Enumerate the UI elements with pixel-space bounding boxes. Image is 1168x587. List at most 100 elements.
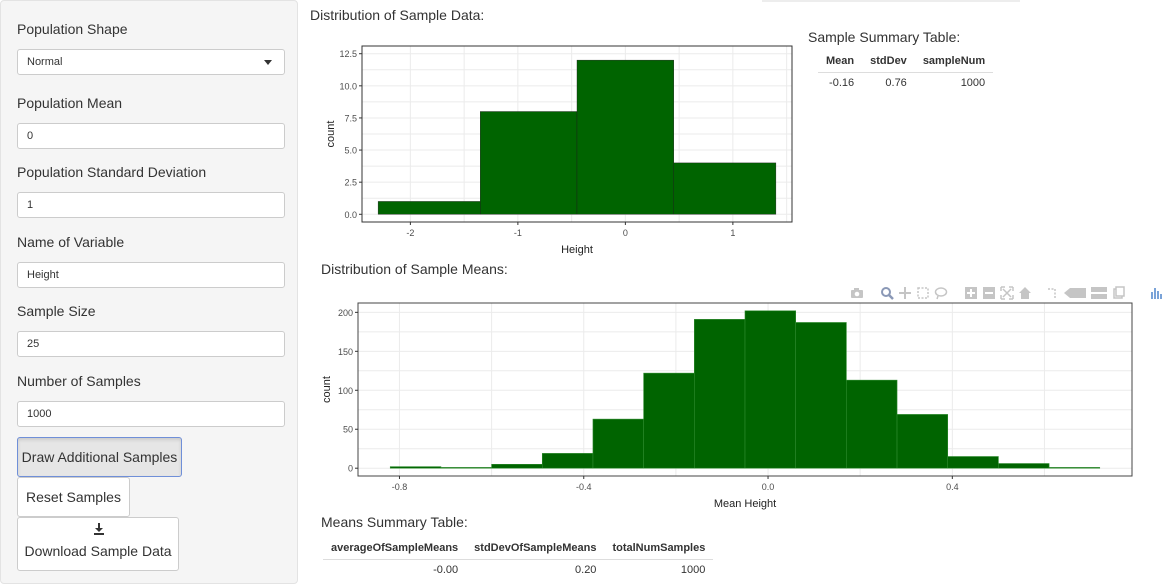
y-tick-label: 150: [338, 347, 353, 357]
histogram-bar: [744, 310, 796, 469]
lasso-icon[interactable]: [934, 286, 948, 300]
y-tick-label: 0.0: [344, 210, 357, 220]
reset-axes-icon[interactable]: [1018, 286, 1032, 300]
histogram-bar: [896, 414, 949, 469]
toggle-data-icon[interactable]: [1112, 286, 1126, 300]
histogram-bar: [440, 467, 492, 469]
histogram-bar: [947, 456, 999, 469]
x-axis-title: Height: [561, 244, 593, 256]
population-mean-label: Population Mean: [17, 95, 123, 111]
histogram-bar: [643, 372, 695, 469]
y-tick-label: 10.0: [339, 81, 357, 91]
table-header-row: Mean stdDev sampleNum: [818, 50, 994, 73]
population-mean-input[interactable]: 0: [17, 123, 285, 149]
box-select-icon[interactable]: [916, 286, 930, 300]
plotly-modebar: [850, 284, 1164, 302]
population-shape-value: Normal: [27, 56, 63, 68]
num-samples-label: Number of Samples: [17, 373, 141, 389]
table-cell: 1000: [960, 77, 986, 90]
y-tick-label: 5.0: [344, 146, 357, 156]
x-tick-label: 0.0: [762, 482, 775, 492]
table-cell: 0.76: [885, 77, 907, 90]
sample-summary-table: Mean stdDev sampleNum -0.16 0.76 1000: [818, 50, 994, 94]
y-axis-title: count: [321, 376, 333, 403]
x-axis-title: Mean Height: [714, 498, 776, 510]
histogram-bar: [998, 463, 1050, 469]
sample-size-input[interactable]: 25: [17, 331, 285, 357]
table-cell: -0.16: [829, 77, 855, 90]
sample-distribution-title: Distribution of Sample Data:: [310, 7, 485, 23]
population-shape-label: Population Shape: [17, 21, 128, 37]
download-sample-data-button[interactable]: Download Sample Data: [17, 517, 179, 571]
y-tick-label: 2.5: [344, 178, 357, 188]
histogram-bar: [846, 379, 898, 469]
histogram-bar: [491, 464, 543, 469]
download-button-label: Download Sample Data: [24, 543, 172, 559]
sample-means-histogram: 0 50 100 150 200 -0.8 -0.4 0.0 0.4 Mean Height cou…: [321, 302, 1133, 510]
y-tick-label: 7.5: [344, 113, 357, 123]
histogram-bar: [694, 319, 746, 469]
table-cell: -0.00: [433, 564, 459, 577]
population-shape-select[interactable]: Normal: [17, 49, 285, 75]
table-header-cell: Mean: [818, 50, 863, 73]
histogram-bar: [1048, 467, 1101, 469]
spike-lines-icon[interactable]: [1046, 286, 1060, 300]
hover-closest-icon[interactable]: [1064, 286, 1086, 300]
population-sd-input[interactable]: 1: [17, 192, 285, 218]
table-row: -0.16 0.76 1000: [818, 72, 993, 94]
table-cell: 0.20: [575, 564, 597, 577]
table-header-cell: sampleNum: [914, 50, 994, 73]
zoom-icon[interactable]: [880, 286, 894, 300]
histogram-bar: [541, 453, 594, 469]
histogram-bar: [592, 418, 644, 469]
histogram-bar: [389, 466, 442, 469]
table-header-cell: averageOfSampleMeans: [323, 537, 467, 560]
variable-name-label: Name of Variable: [17, 234, 125, 250]
y-tick-label: 50: [343, 425, 353, 435]
download-icon: [94, 523, 104, 535]
pan-icon[interactable]: [898, 286, 912, 300]
variable-name-input[interactable]: Height: [17, 262, 285, 288]
population-sd-label: Population Standard Deviation: [17, 164, 207, 180]
reset-samples-button[interactable]: Reset Samples: [17, 477, 130, 517]
histogram-bar: [480, 111, 578, 215]
means-summary-table: averageOfSampleMeans stdDevOfSampleMeans…: [323, 537, 714, 581]
histogram-bar: [795, 322, 847, 469]
y-tick-label: 0: [348, 464, 353, 474]
histogram-bar: [673, 162, 777, 215]
table-header-cell: stdDevOfSampleMeans: [466, 537, 605, 560]
histogram-bar: [576, 59, 674, 215]
plotly-logo-icon[interactable]: [1150, 286, 1164, 300]
x-tick-label: -0.4: [576, 482, 592, 492]
x-tick-label: -2: [406, 228, 414, 238]
x-tick-label: 1: [730, 228, 735, 238]
zoom-in-icon[interactable]: [964, 286, 978, 300]
x-tick-label: 0: [623, 228, 628, 238]
zoom-out-icon[interactable]: [982, 286, 996, 300]
hover-compare-icon[interactable]: [1090, 286, 1108, 300]
table-header-cell: stdDev: [862, 50, 915, 73]
means-summary-table-title: Means Summary Table:: [321, 514, 468, 530]
table-header-row: averageOfSampleMeans stdDevOfSampleMeans…: [323, 537, 714, 560]
y-tick-label: 100: [338, 386, 353, 396]
means-distribution-title: Distribution of Sample Means:: [321, 261, 508, 277]
table-cell: 1000: [680, 564, 706, 577]
x-tick-label: -1: [514, 228, 522, 238]
y-axis-title: count: [325, 121, 337, 148]
camera-icon[interactable]: [850, 286, 864, 300]
y-tick-label: 12.5: [339, 49, 357, 59]
table-row: -0.00 0.20 1000: [323, 559, 713, 581]
sample-data-histogram: 0.0 2.5 5.0 7.5 10.0 12.5 -2 -1 0 1 Height count: [325, 45, 793, 256]
y-tick-label: 200: [338, 308, 353, 318]
x-tick-label: -0.8: [392, 482, 408, 492]
x-tick-label: 0.4: [946, 482, 959, 492]
draw-additional-samples-button[interactable]: Draw Additional Samples: [17, 437, 182, 477]
sample-summary-table-title: Sample Summary Table:: [808, 29, 961, 45]
histogram-bar: [377, 201, 481, 215]
top-divider: [762, 0, 1020, 2]
table-header-cell: totalNumSamples: [604, 537, 714, 560]
autoscale-icon[interactable]: [1000, 286, 1014, 300]
sidebar-panel: Population Shape Normal Population Mean …: [0, 0, 298, 584]
num-samples-input[interactable]: 1000: [17, 401, 285, 427]
plot-border: [361, 45, 793, 223]
